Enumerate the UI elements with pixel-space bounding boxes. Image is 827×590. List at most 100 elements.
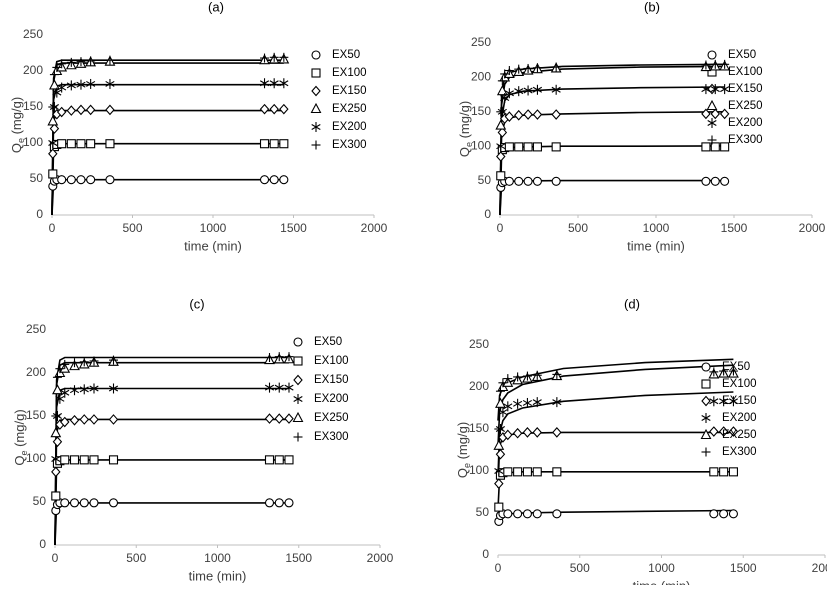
legend-marker-shape	[707, 50, 717, 60]
data-point	[494, 424, 504, 434]
chart-panel: (c) 0 50 100 150 200 250 0 500 1000 1500 2000 time (…	[12, 296, 393, 583]
data-point	[51, 466, 61, 478]
data-point	[69, 385, 80, 396]
data-point	[512, 427, 523, 439]
data-point	[552, 509, 562, 519]
data-point	[57, 139, 67, 149]
data-point-shape	[48, 140, 58, 146]
legend-marker	[701, 379, 711, 389]
data-point	[701, 108, 711, 120]
legend-marker	[311, 68, 321, 78]
data-point	[496, 171, 506, 181]
data-point	[89, 455, 99, 465]
data-point	[52, 372, 62, 382]
data-point-shape	[105, 139, 115, 149]
legend-marker	[293, 394, 303, 404]
data-point-shape	[720, 176, 730, 186]
legend-marker-shape	[311, 68, 321, 78]
data-point-shape	[279, 139, 289, 149]
data-point-shape	[60, 389, 70, 396]
data-point	[76, 104, 86, 116]
legend-marker-shape	[700, 428, 712, 440]
data-point-shape	[47, 115, 59, 126]
data-point-shape	[512, 427, 523, 439]
data-point	[76, 139, 86, 149]
legend-marker-shape	[701, 362, 711, 372]
data-point	[259, 78, 270, 89]
legend-marker-shape	[311, 85, 321, 97]
data-point	[523, 109, 533, 120]
data-point-shape	[55, 395, 65, 402]
data-point	[532, 467, 542, 477]
data-point	[48, 148, 58, 160]
legend-marker	[311, 122, 321, 132]
data-point-shape	[105, 175, 115, 185]
data-point-shape	[76, 175, 86, 185]
data-point-shape	[108, 385, 119, 392]
legend-label: EX250	[314, 412, 349, 424]
data-point	[504, 66, 514, 76]
y-tick-label: 200	[469, 379, 489, 393]
data-point	[69, 498, 80, 508]
data-point-shape	[76, 139, 86, 149]
legend-label: EX200	[728, 117, 763, 129]
data-point	[494, 478, 504, 489]
x-tick-label: 2000	[361, 221, 388, 235]
fit-line	[499, 111, 725, 216]
data-point	[493, 439, 505, 450]
data-point	[51, 411, 61, 421]
data-point-shape	[66, 175, 76, 185]
data-point-shape	[522, 467, 532, 477]
data-point-shape	[69, 387, 80, 394]
legend-marker	[701, 395, 711, 407]
data-point-shape	[728, 467, 738, 477]
legend-marker	[293, 337, 303, 347]
fit-line	[54, 361, 289, 546]
data-point-shape	[79, 498, 89, 508]
data-point	[494, 466, 504, 476]
data-point-shape	[79, 455, 89, 465]
data-point	[60, 359, 70, 369]
data-point	[522, 371, 532, 381]
data-point	[69, 414, 80, 426]
data-point	[259, 139, 270, 149]
data-point	[532, 509, 542, 519]
data-point	[503, 401, 513, 412]
x-tick-label: 1000	[204, 551, 231, 565]
data-point	[514, 142, 524, 152]
data-point-shape	[57, 139, 67, 149]
data-point-shape	[523, 87, 533, 94]
legend-marker	[292, 411, 304, 423]
data-point	[259, 175, 270, 185]
data-point-shape	[269, 175, 279, 185]
legend-marker	[701, 362, 711, 372]
data-point-shape	[552, 509, 562, 519]
data-point-shape	[709, 467, 719, 477]
data-point-shape	[50, 427, 62, 438]
data-point	[51, 454, 61, 464]
x-tick-label: 1500	[285, 551, 312, 565]
y-tick-label: 0	[482, 547, 489, 561]
legend-label: EX200	[722, 412, 757, 424]
data-point	[274, 455, 284, 465]
legend-marker	[293, 374, 303, 386]
data-point	[48, 169, 58, 179]
data-point-shape	[496, 143, 506, 150]
data-point-shape	[79, 414, 89, 425]
x-tick-label: 1000	[200, 221, 227, 235]
y-axis-label: Qe (mg/g)	[9, 97, 26, 153]
data-point-shape	[496, 84, 508, 96]
data-point	[503, 429, 513, 441]
y-tick-label: 100	[26, 451, 46, 465]
data-point-shape	[701, 108, 711, 120]
data-point-shape	[269, 139, 279, 149]
legend-marker	[706, 99, 718, 111]
x-tick-label: 0	[49, 221, 56, 235]
data-point	[264, 413, 275, 424]
legend-label: EX50	[728, 49, 756, 61]
data-point-shape	[108, 455, 119, 465]
data-point-shape	[513, 109, 524, 121]
x-tick-label: 2000	[367, 551, 394, 565]
data-point	[523, 176, 533, 186]
data-point-shape	[496, 151, 506, 162]
